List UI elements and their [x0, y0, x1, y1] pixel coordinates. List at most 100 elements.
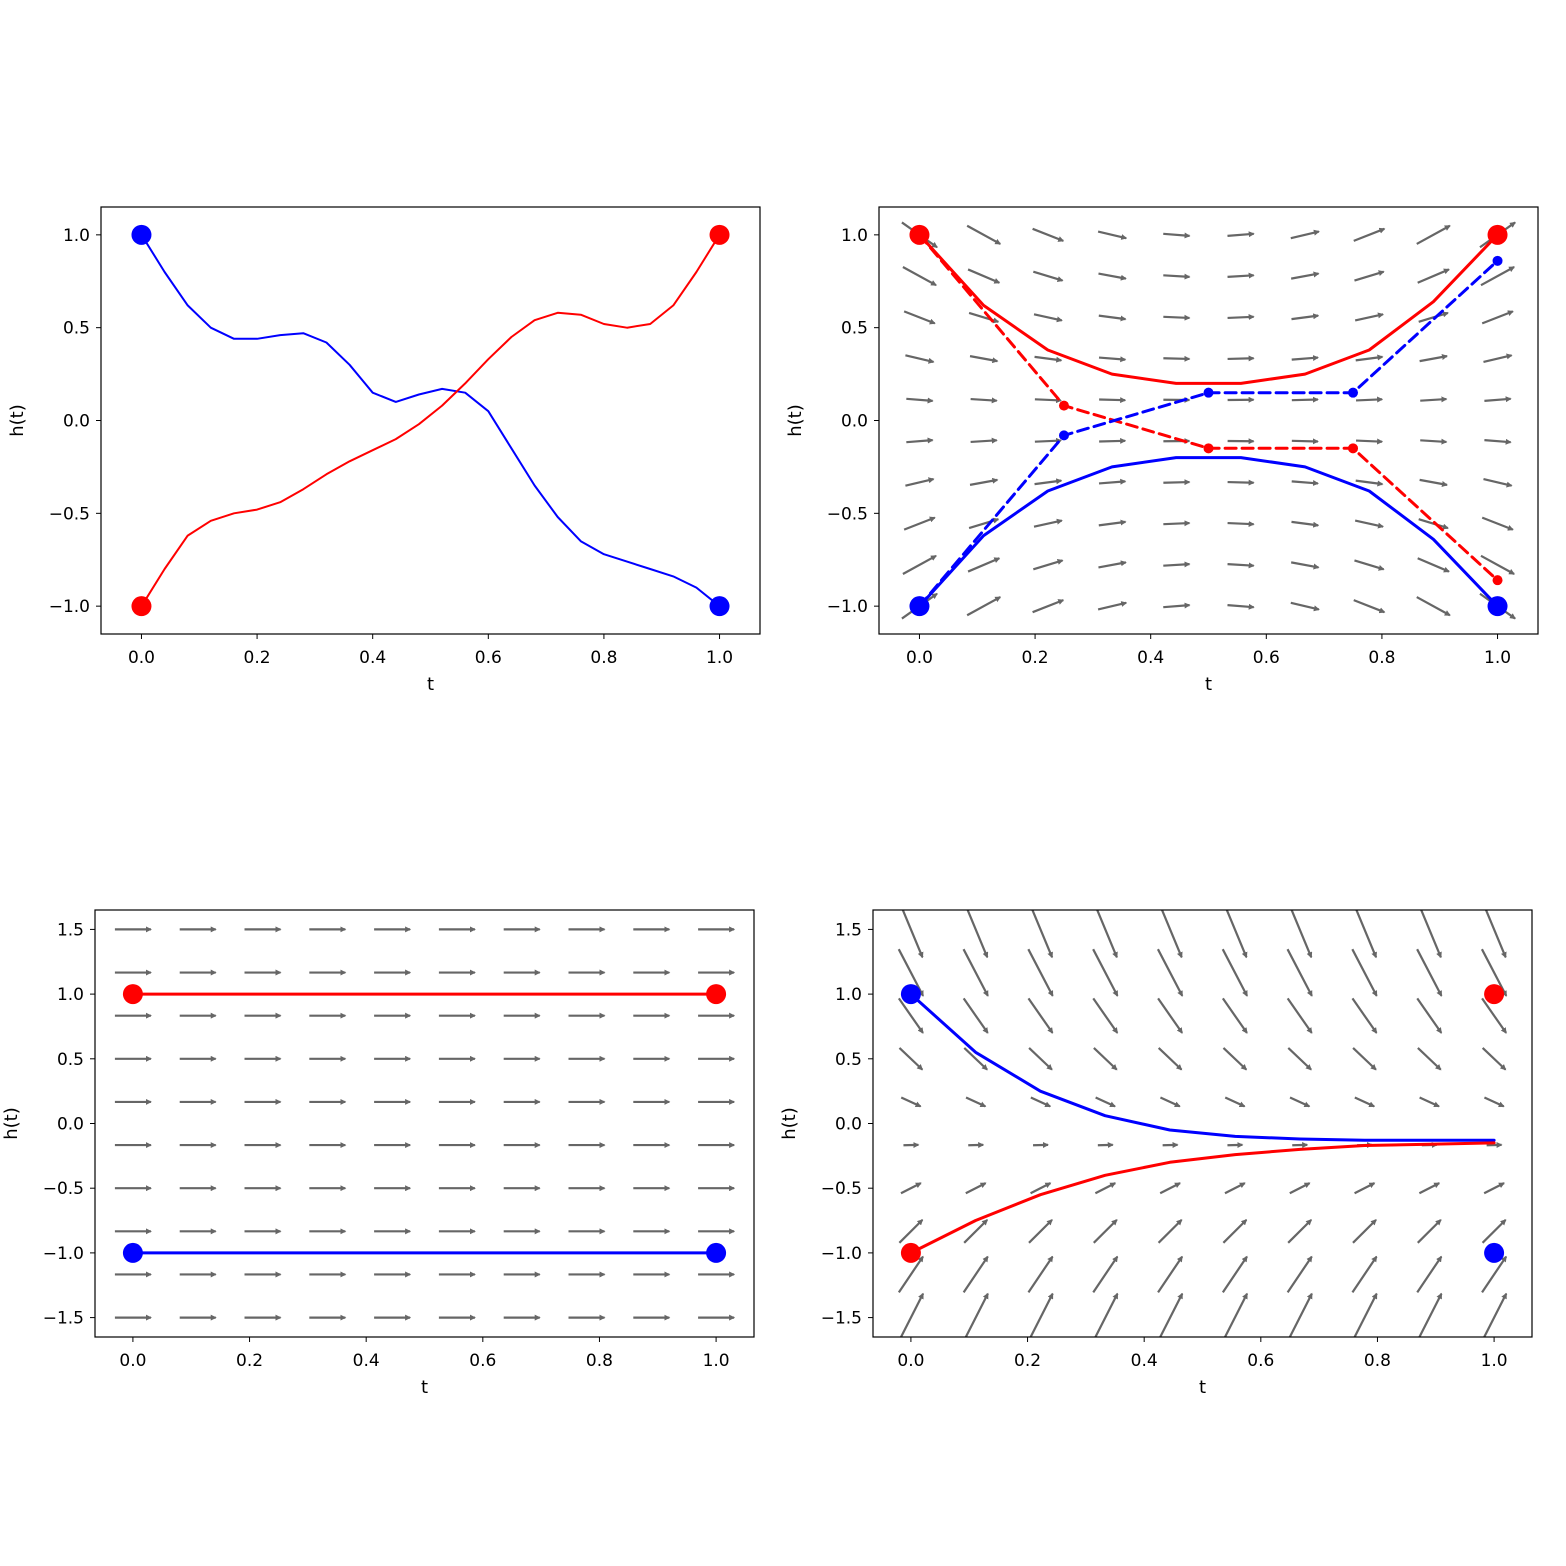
- chart-panel-top-left: 0.0 0.2 0.4 0.6 0.8 1.0 −1.0 −0.5 0.0 0.5 1.0 t h(t): [7, 206, 761, 695]
- y-tick-label: 0.5: [63, 319, 90, 339]
- x-tick-label: 0.2: [1022, 648, 1049, 668]
- vector-field-arrow: [1163, 520, 1191, 527]
- axes-frame: [94, 909, 755, 1338]
- vector-field-arrow: [1094, 1292, 1119, 1337]
- vector-field-arrow: [1027, 948, 1054, 997]
- y-tick-label: 0.5: [835, 1050, 862, 1070]
- vector-field-arrow: [1290, 601, 1320, 612]
- plot-area: [114, 926, 736, 1321]
- vector-field-arrow: [969, 477, 999, 486]
- vector-field-arrow: [1159, 1182, 1181, 1195]
- y-tick-label: −1.5: [43, 1309, 84, 1329]
- vector-field-arrow: [1483, 1182, 1505, 1195]
- data-point-marker: [131, 596, 152, 617]
- vector-field-arrow: [1290, 271, 1320, 280]
- vector-field-arrow: [1096, 910, 1118, 959]
- y-tick-label: 1.0: [835, 985, 862, 1005]
- x-tick-label: 0.2: [1014, 1351, 1041, 1371]
- vector-field-arrow: [1291, 396, 1319, 403]
- vector-field-arrow: [901, 910, 924, 959]
- x-tick-label: 0.4: [1137, 648, 1164, 668]
- vector-field-arrow: [1484, 438, 1512, 445]
- vector-field-arrow: [1223, 1292, 1249, 1337]
- vector-field-arrow: [1227, 272, 1255, 279]
- vector-field-arrow: [1291, 313, 1320, 321]
- vector-field-arrow: [1163, 314, 1191, 321]
- x-tick-label: 0.4: [1131, 1351, 1158, 1371]
- vector-field-arrow: [1098, 519, 1127, 527]
- y-tick-label: −1.0: [43, 1244, 84, 1264]
- data-point-marker: [709, 596, 730, 617]
- x-tick-label: 0.4: [359, 648, 386, 668]
- vector-field-arrow: [1163, 479, 1191, 486]
- vector-field-arrow: [1028, 1047, 1053, 1071]
- vector-field-arrow: [1031, 910, 1054, 959]
- vector-field-arrow: [1481, 516, 1514, 531]
- vector-field-arrow: [1225, 910, 1248, 959]
- vector-field-arrow: [1351, 1255, 1378, 1293]
- x-tick-label: 0.6: [1253, 648, 1280, 668]
- data-point-marker: [1487, 224, 1508, 245]
- vector-field-arrow: [1027, 997, 1054, 1034]
- vector-field-arrow: [1481, 997, 1508, 1034]
- vector-field-arrow: [1483, 1096, 1505, 1108]
- vector-field-arrow: [1221, 997, 1248, 1034]
- vector-field-arrow: [1033, 518, 1063, 528]
- dashed-series-line: [918, 233, 1499, 582]
- data-point-marker: [706, 1242, 727, 1263]
- vector-field-arrow: [898, 1047, 924, 1071]
- vector-field-arrow: [1351, 997, 1378, 1034]
- vector-field-arrow: [905, 354, 935, 364]
- vector-field-arrow: [1032, 559, 1064, 571]
- vector-field-arrow: [1351, 948, 1378, 997]
- vector-field-arrow: [1028, 1219, 1053, 1244]
- data-point-marker: [1484, 1242, 1505, 1263]
- vector-field-arrow: [1418, 1292, 1443, 1337]
- x-tick-label: 1.0: [1484, 648, 1511, 668]
- vector-field-arrow: [1286, 948, 1313, 997]
- vector-field-arrow: [1416, 997, 1443, 1034]
- y-axis-label: h(t): [785, 404, 806, 437]
- vector-field-arrow: [1416, 1255, 1443, 1293]
- vector-field-arrow: [1097, 230, 1128, 240]
- series-line: [918, 456, 1499, 608]
- vector-field-arrow: [1093, 1047, 1118, 1071]
- vector-field-arrow: [1099, 437, 1127, 444]
- vector-field-arrow: [1354, 519, 1384, 529]
- data-point-marker: [1484, 984, 1505, 1005]
- vector-field-arrow: [966, 596, 1002, 617]
- x-tick-label: 1.0: [703, 1351, 730, 1371]
- vector-field-arrow: [902, 554, 937, 575]
- x-tick-label: 0.2: [236, 1351, 263, 1371]
- vector-field-arrow: [1480, 266, 1515, 287]
- data-point-marker: [909, 224, 930, 245]
- vector-field-arrow: [906, 397, 934, 404]
- y-tick-label: 0.5: [841, 319, 868, 339]
- vector-field-arrow: [1291, 520, 1320, 528]
- vector-field-arrow: [1483, 478, 1513, 488]
- vector-field-arrow: [964, 1292, 989, 1337]
- x-tick-label: 0.8: [1364, 1351, 1391, 1371]
- vector-field-arrow: [1355, 438, 1384, 445]
- vector-field-arrow: [1420, 396, 1448, 403]
- vector-field-arrow: [1416, 1219, 1442, 1244]
- vector-field-arrow: [1484, 910, 1507, 959]
- vector-field-arrow: [1353, 227, 1386, 242]
- data-point-marker: [900, 1242, 921, 1263]
- vector-field-arrow: [1032, 227, 1065, 242]
- vector-field-arrow: [1163, 232, 1191, 239]
- x-tick-label: 1.0: [1481, 1351, 1508, 1371]
- plot-area: [897, 910, 1508, 1337]
- y-axis-label: h(t): [1, 1107, 22, 1140]
- vector-field-arrow: [1354, 1182, 1376, 1195]
- vector-field-arrow: [1227, 520, 1255, 527]
- vector-field-arrow: [1481, 1255, 1508, 1293]
- data-point-marker: [706, 984, 727, 1005]
- vector-field-arrow: [1418, 1182, 1441, 1195]
- vector-field-arrow: [1159, 1096, 1181, 1108]
- data-point-marker: [1203, 443, 1214, 454]
- vector-field-arrow: [1163, 602, 1191, 609]
- y-axis-label: h(t): [7, 404, 28, 437]
- vector-field-arrow: [906, 437, 934, 444]
